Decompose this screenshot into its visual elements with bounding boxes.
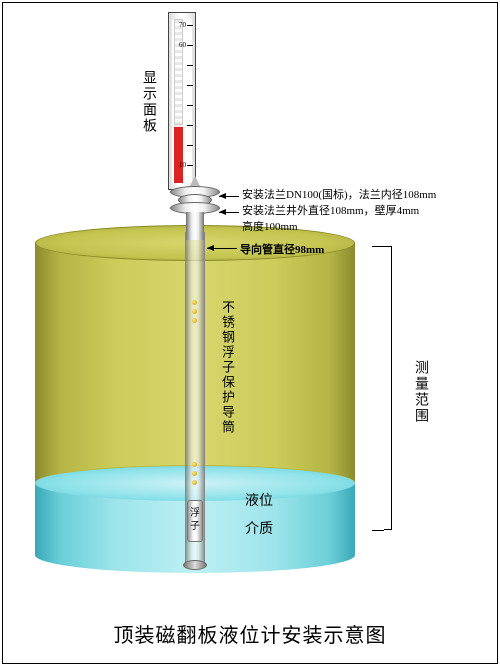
caption: 顶装磁翻板液位计安装示意图 bbox=[0, 619, 500, 648]
flange-note-1: 安装法兰DN100(国标)，法兰内径108mm bbox=[242, 186, 436, 202]
gauge-tick-60: 60 bbox=[179, 41, 186, 49]
guide-tube-cap bbox=[183, 560, 207, 570]
arrow-guide-diameter bbox=[207, 248, 237, 249]
flange-note-3: 高度100mm bbox=[242, 218, 298, 234]
upper-magnet-dots bbox=[192, 300, 198, 327]
measure-range-label: 测量范围 bbox=[410, 360, 430, 424]
gauge-red-zone bbox=[174, 125, 183, 183]
gauge-tick-70: 70 bbox=[179, 21, 186, 29]
display-panel-label: 显示面板 bbox=[138, 70, 158, 134]
flange-note-2: 安装法兰井外直径108mm，壁厚4mm bbox=[242, 202, 419, 218]
arrow-flange-2 bbox=[219, 212, 239, 213]
gauge-white-zone bbox=[174, 19, 183, 125]
float: 浮子 bbox=[187, 500, 203, 542]
display-panel-gauge: 70 60 10 bbox=[168, 12, 196, 190]
range-bracket bbox=[384, 246, 392, 530]
float-label: 浮子 bbox=[190, 508, 200, 532]
gauge-tick-10: 10 bbox=[179, 161, 186, 169]
lower-magnet-dots bbox=[192, 462, 198, 489]
medium-label: 介质 bbox=[245, 518, 273, 538]
guide-tube-label: 不锈钢浮子保护导筒 bbox=[218, 300, 237, 435]
liquid-level-label: 液位 bbox=[245, 490, 273, 510]
arrow-flange-1 bbox=[219, 196, 239, 197]
guide-diameter-label: 导向管直径98mm bbox=[240, 241, 324, 257]
